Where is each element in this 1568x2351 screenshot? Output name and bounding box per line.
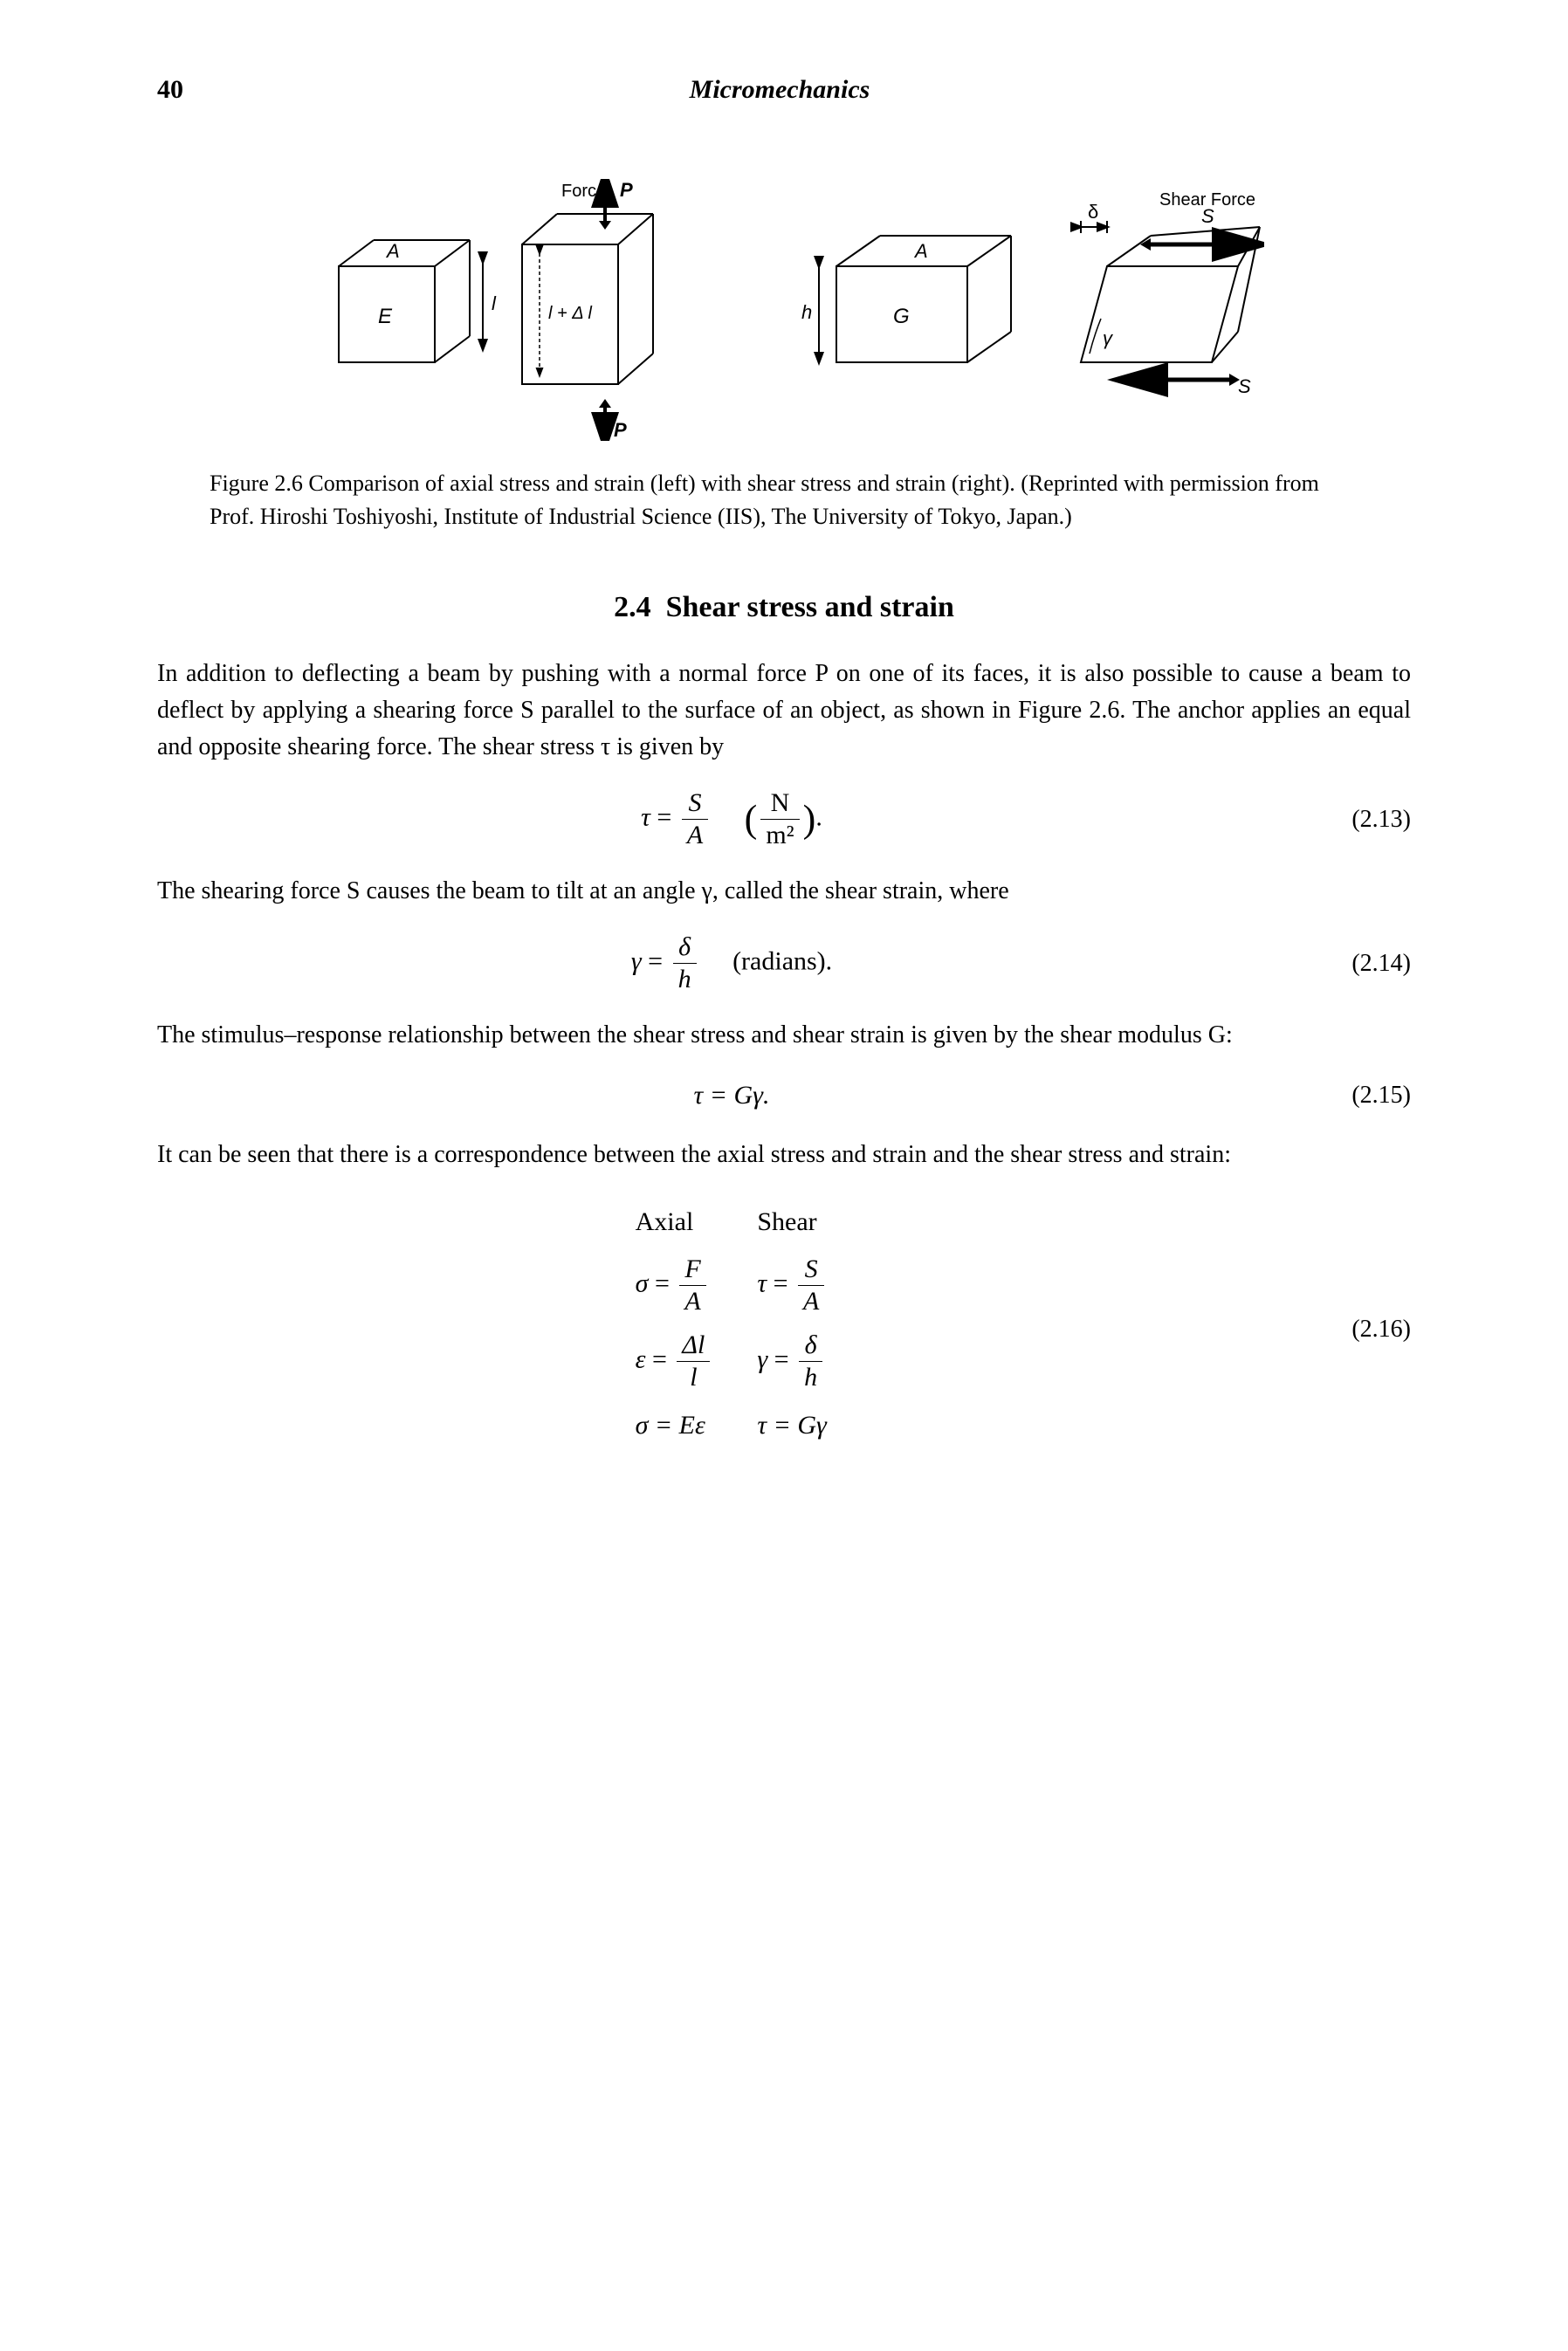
eq213-S: S (682, 787, 708, 820)
eq214-unit: (radians). (732, 947, 832, 976)
label-h: h (801, 301, 812, 323)
label-A-r: A (913, 240, 928, 262)
chapter-title: Micromechanics (183, 70, 1376, 109)
eq214-delta: δ (673, 931, 697, 964)
paragraph-2: The shearing force S causes the beam to … (157, 873, 1411, 910)
label-force: Force (561, 182, 606, 201)
section-number: 2.4 (614, 591, 651, 623)
eq216-num: (2.16) (1306, 1311, 1411, 1348)
label-G: G (893, 305, 910, 328)
th-axial: Axial (615, 1197, 735, 1247)
equation-2-14: γ = δh (radians). (2.14) (157, 931, 1411, 995)
eq215-body: τ = Gγ. (157, 1076, 1306, 1115)
label-S-bottom: S (1238, 375, 1251, 397)
eq215-num: (2.15) (1306, 1077, 1411, 1114)
equation-2-16: Axial Shear σ = FA τ = SA ε = Δll (157, 1195, 1411, 1463)
label-A: A (385, 240, 400, 262)
shear-diagram: A G h γ δ Shear Force S (775, 179, 1264, 441)
label-P-bottom: P (614, 419, 627, 441)
figure-2-6: A E l l + Δ l Force P P (157, 179, 1411, 441)
figure-caption: Figure 2.6 Comparison of axial stress an… (210, 467, 1358, 533)
page-number: 40 (157, 70, 183, 109)
label-l: l (492, 292, 497, 314)
label-delta: δ (1088, 201, 1098, 223)
label-gamma: γ (1103, 327, 1114, 349)
equation-2-13: τ = SA (Nm²). (2.13) (157, 787, 1411, 851)
eq214-num: (2.14) (1306, 945, 1411, 982)
th-shear: Shear (736, 1197, 849, 1247)
eq213-unit-den: m² (760, 820, 799, 851)
eq213-A: A (682, 820, 708, 851)
paragraph-3: The stimulus–response relationship betwe… (157, 1017, 1411, 1054)
eq213-num: (2.13) (1306, 801, 1411, 838)
paragraph-4: It can be seen that there is a correspon… (157, 1137, 1411, 1173)
correspondence-table: Axial Shear σ = FA τ = SA ε = Δll (613, 1195, 851, 1452)
section-heading: 2.4 Shear stress and strain (157, 585, 1411, 629)
axial-diagram: A E l l + Δ l Force P P (304, 179, 671, 441)
label-S-top: S (1201, 205, 1214, 227)
eq214-h: h (673, 964, 697, 995)
equation-2-15: τ = Gγ. (2.15) (157, 1076, 1411, 1115)
section-title: Shear stress and strain (666, 591, 954, 623)
eq214-gamma: γ (631, 947, 642, 976)
paragraph-1: In addition to deflecting a beam by push… (157, 656, 1411, 766)
eq213-unit-num: N (760, 787, 799, 820)
label-E: E (378, 305, 393, 328)
label-l-plus: l + Δ l (548, 304, 592, 323)
page-header: 40 Micromechanics (157, 70, 1411, 109)
label-P-top: P (620, 179, 633, 201)
eq213-tau: τ (641, 803, 650, 832)
